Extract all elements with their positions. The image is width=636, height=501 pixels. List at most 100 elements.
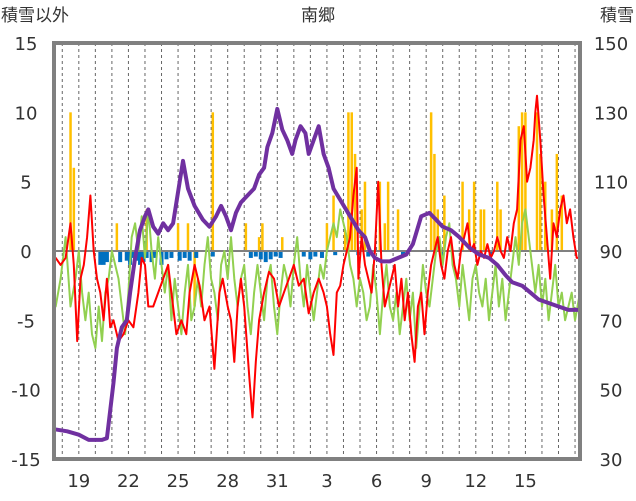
snowfall-bar (343, 230, 347, 251)
snowfall-bar (186, 223, 190, 251)
left-tick-labels: -15 -10 -5 0 5 10 15 (11, 34, 40, 471)
right-tick-label: 50 (600, 381, 623, 402)
snowfall-bar (257, 237, 261, 251)
snowfall-bar (560, 195, 564, 251)
x-tick-label: 19 (67, 471, 90, 492)
snow_change-bar (144, 251, 149, 258)
left-tick-label: 10 (15, 103, 38, 124)
right-tick-label: 90 (600, 242, 623, 263)
snow_change-bar (104, 251, 109, 263)
snowfall-bar (550, 209, 554, 251)
x-tick-label: 15 (514, 471, 537, 492)
snow_change-bar (248, 251, 253, 258)
snow_change-bar (194, 251, 199, 258)
snow_change-bar (263, 251, 268, 263)
series-lines (52, 94, 582, 442)
snow_change-bar (131, 251, 136, 258)
snowfall-bar (386, 181, 390, 251)
snowfall-bar (499, 209, 502, 251)
snow_change-bar (118, 251, 123, 263)
snowfall-bar (535, 112, 539, 251)
left-tick-label: -10 (11, 381, 40, 402)
snowfall-bar (433, 153, 436, 251)
snowfall-bar (69, 112, 72, 251)
snowfall-bar (479, 209, 483, 251)
snow_change-bar (101, 251, 106, 265)
snow_change-bar (138, 251, 143, 265)
snowfall-bar (555, 153, 559, 251)
right-tick-labels: 30 50 70 90 110 130 150 (594, 34, 628, 471)
snowfall-bar (325, 223, 329, 251)
snowfall-bar (429, 112, 433, 251)
snow_change-bar (141, 251, 146, 263)
right-tick-label: 70 (600, 311, 623, 332)
left-tick-label: -15 (11, 450, 40, 471)
left-tick-label: 5 (20, 173, 31, 194)
snowfall-bar (472, 181, 476, 251)
snowfall-bar (353, 153, 357, 251)
temp_red-line (54, 94, 581, 419)
snow_change-bar (253, 251, 258, 257)
snow_change-bar (98, 251, 103, 265)
right-axis-label: 積雪 (600, 6, 634, 26)
left-tick-label: 15 (15, 34, 38, 55)
snow_change-bar (301, 251, 306, 257)
x-tick-labels: 19 22 25 28 31 3 6 9 12 15 (67, 471, 537, 492)
snow_change-bar (124, 251, 129, 261)
snowfall-bar (524, 112, 527, 251)
snowfall-bar (115, 223, 119, 251)
x-tick-label: 31 (266, 471, 289, 492)
right-tick-label: 110 (594, 173, 628, 194)
snow_change-bar (187, 251, 192, 261)
x-tick-label: 9 (420, 471, 431, 492)
x-tick-label: 3 (321, 471, 332, 492)
left-axis-label: 積雪以外 (1, 6, 69, 26)
snow_change-bar (177, 251, 182, 261)
snowfall-bar (193, 251, 196, 307)
snow_change-bar (366, 251, 371, 257)
snowfall-bar (436, 209, 439, 251)
snowfall-bar (176, 223, 180, 251)
right-tick-label: 30 (600, 450, 623, 471)
snowfall-bars (69, 112, 564, 307)
snowfall-bar (539, 153, 542, 251)
snow_change-bar (488, 251, 493, 256)
snowfall-bar (72, 167, 76, 251)
snowfall-bar (520, 112, 524, 251)
snow_change-bar (308, 251, 313, 260)
snow_change-bar (210, 251, 215, 257)
snow_change-bar (313, 251, 318, 257)
snowfall-bar (211, 112, 215, 251)
snowfall-bar (261, 223, 264, 251)
snow_change-bar (164, 251, 169, 260)
snowfall-bar (363, 181, 367, 251)
chart-title: 南郷 (301, 6, 335, 26)
plot-frame (52, 41, 582, 461)
left-tick-label: -5 (17, 311, 35, 332)
snowfall-bar (347, 112, 350, 251)
x-tick-label: 28 (216, 471, 239, 492)
snowfall-bar (244, 223, 248, 251)
snow_depth-line (52, 106, 582, 442)
snow_change-bar (333, 251, 338, 256)
x-tick-label: 22 (117, 471, 140, 492)
snowfall-bar (443, 195, 446, 251)
snowfall-bar (396, 209, 400, 251)
snow_change-bar (169, 251, 174, 258)
snow_change-bar (258, 251, 263, 260)
left-tick-label: 0 (20, 242, 31, 263)
snowfall-bar (360, 209, 363, 251)
snow_change-bar (182, 251, 187, 258)
snow_change-bar (319, 251, 324, 258)
snow_change-bar (278, 251, 283, 258)
snowfall-bar (482, 209, 486, 251)
x-tick-label: 12 (464, 471, 487, 492)
x-tick-label: 25 (167, 471, 190, 492)
snowfall-bar (461, 181, 464, 251)
snowfall-bar (383, 223, 387, 251)
snowfall-bar (281, 237, 284, 251)
snowfall-bar (496, 181, 499, 251)
snowfall-bar (350, 112, 353, 251)
snow_change-bar (152, 251, 157, 258)
